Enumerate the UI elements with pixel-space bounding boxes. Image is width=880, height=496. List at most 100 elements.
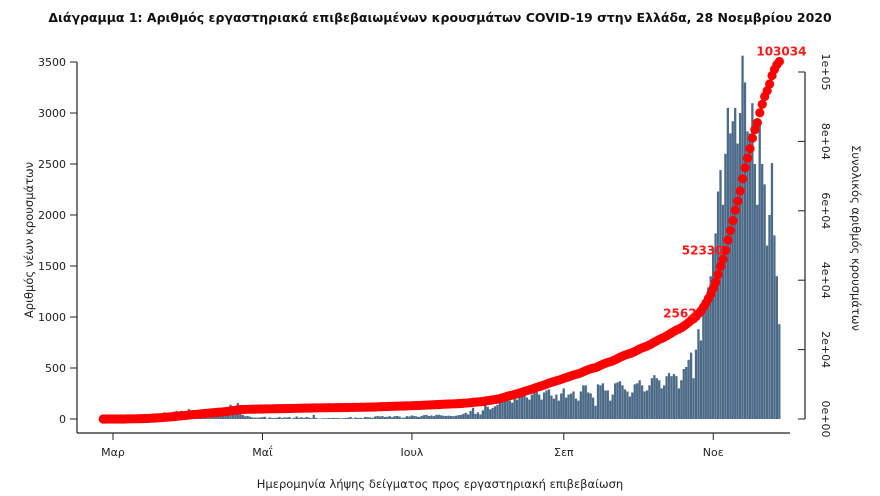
bar bbox=[545, 390, 548, 419]
bar bbox=[297, 417, 301, 419]
cumulative-point bbox=[755, 108, 765, 118]
bar bbox=[721, 204, 725, 419]
bar bbox=[432, 416, 435, 419]
bar bbox=[618, 381, 622, 419]
annotation-label: 52330 bbox=[682, 243, 724, 257]
bar bbox=[770, 163, 774, 419]
bar bbox=[467, 414, 470, 419]
bar bbox=[334, 418, 337, 419]
bar bbox=[535, 391, 538, 419]
bar bbox=[290, 418, 293, 419]
bar bbox=[263, 416, 266, 419]
bar bbox=[645, 390, 649, 419]
y-axis-label: Αριθμός νέων κρουσμάτων bbox=[22, 162, 36, 318]
bar bbox=[763, 184, 766, 419]
bar bbox=[736, 143, 739, 419]
bar bbox=[692, 378, 695, 419]
cumulative-point bbox=[765, 79, 775, 89]
bar bbox=[484, 404, 487, 419]
bar bbox=[346, 417, 350, 419]
bar bbox=[440, 415, 443, 419]
bar bbox=[611, 394, 614, 419]
bar bbox=[547, 389, 551, 419]
bar bbox=[694, 349, 698, 419]
bar bbox=[418, 416, 421, 419]
bar bbox=[398, 416, 401, 419]
bar bbox=[373, 416, 377, 419]
cumulative-point bbox=[718, 254, 728, 264]
bar bbox=[761, 164, 764, 419]
bar bbox=[234, 413, 237, 419]
bar bbox=[665, 376, 668, 419]
bar bbox=[704, 299, 707, 419]
bar bbox=[589, 393, 592, 419]
bar bbox=[371, 417, 374, 419]
bar bbox=[655, 378, 658, 419]
bar bbox=[560, 393, 563, 419]
bar bbox=[501, 397, 504, 419]
bar bbox=[244, 416, 247, 419]
bar bbox=[256, 417, 259, 419]
cumulative-point bbox=[728, 216, 738, 226]
bar bbox=[312, 414, 315, 419]
bar bbox=[476, 412, 480, 419]
bar bbox=[626, 391, 629, 419]
bar bbox=[327, 417, 330, 419]
bar bbox=[753, 164, 756, 419]
bar bbox=[381, 415, 384, 419]
bar bbox=[356, 417, 360, 419]
bar bbox=[420, 415, 423, 419]
x-tick-label: Νοε bbox=[703, 446, 724, 459]
bar bbox=[557, 400, 560, 419]
bar bbox=[361, 418, 364, 419]
y2-tick-label: 4e+04 bbox=[819, 262, 832, 299]
bar bbox=[364, 416, 367, 419]
bar bbox=[594, 405, 597, 419]
y-tick-label: 1000 bbox=[38, 311, 66, 324]
bar bbox=[599, 385, 602, 419]
bar bbox=[765, 245, 769, 419]
y2-tick-label: 6e+04 bbox=[819, 192, 832, 229]
bar bbox=[528, 399, 531, 419]
bar bbox=[587, 392, 590, 419]
bar bbox=[395, 415, 399, 419]
bar bbox=[550, 395, 553, 419]
cumulative-point bbox=[742, 153, 753, 163]
bar bbox=[738, 113, 742, 419]
bar bbox=[378, 416, 382, 419]
bar bbox=[582, 385, 585, 419]
bar bbox=[658, 380, 661, 419]
bar bbox=[778, 324, 781, 419]
bar bbox=[513, 398, 516, 419]
bar bbox=[716, 191, 720, 419]
y-tick-label: 1500 bbox=[38, 260, 66, 273]
x-tick-label: Σεπ bbox=[554, 446, 574, 459]
bar bbox=[442, 415, 445, 419]
bar bbox=[591, 397, 595, 419]
bar bbox=[523, 391, 526, 419]
bar bbox=[471, 407, 475, 419]
bar bbox=[741, 55, 744, 420]
bar bbox=[670, 376, 673, 419]
bar bbox=[393, 416, 396, 419]
cumulative-point bbox=[752, 117, 762, 128]
bar bbox=[697, 329, 700, 419]
bar bbox=[682, 369, 685, 419]
bar bbox=[275, 417, 279, 419]
bar bbox=[712, 247, 715, 419]
bar bbox=[638, 380, 641, 419]
bar bbox=[648, 385, 651, 419]
cumulative-point bbox=[713, 269, 723, 280]
bar bbox=[565, 397, 568, 419]
bar bbox=[435, 414, 438, 419]
cumulative-point bbox=[716, 261, 726, 271]
bar bbox=[258, 417, 262, 419]
cumulative-point bbox=[750, 125, 760, 135]
y2-tick-label: 2e+04 bbox=[819, 331, 832, 368]
bar bbox=[280, 417, 284, 419]
bar bbox=[479, 414, 482, 419]
bar bbox=[601, 383, 605, 419]
bar bbox=[533, 392, 536, 419]
bar bbox=[344, 417, 347, 419]
bar bbox=[493, 406, 497, 419]
